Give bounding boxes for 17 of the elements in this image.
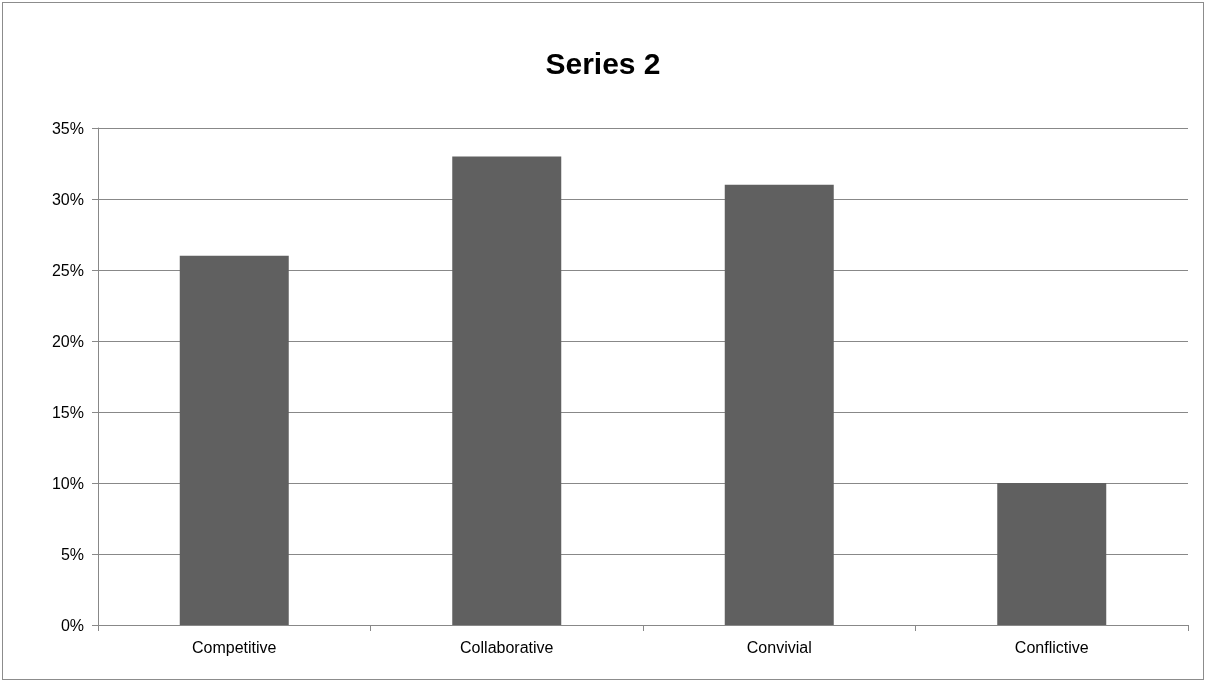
bar bbox=[724, 184, 834, 625]
chart-title: Series 2 bbox=[545, 46, 661, 80]
x-tick-label: Competitive bbox=[192, 638, 277, 656]
bar bbox=[179, 255, 289, 625]
y-tick-label: 10% bbox=[51, 474, 84, 492]
bar bbox=[452, 156, 562, 625]
x-tick-label: Collaborative bbox=[460, 638, 554, 656]
y-tick-label: 25% bbox=[51, 261, 84, 279]
y-tick-label: 5% bbox=[60, 545, 84, 563]
x-tick-label: Conflictive bbox=[1014, 638, 1089, 656]
y-tick-label: 15% bbox=[51, 403, 84, 421]
x-tick-label: Convivial bbox=[746, 638, 812, 656]
y-tick-label: 20% bbox=[51, 332, 84, 350]
bar bbox=[997, 483, 1107, 625]
y-tick-label: 0% bbox=[60, 616, 84, 634]
y-tick-label: 35% bbox=[51, 119, 84, 137]
y-tick-label: 30% bbox=[51, 190, 84, 208]
